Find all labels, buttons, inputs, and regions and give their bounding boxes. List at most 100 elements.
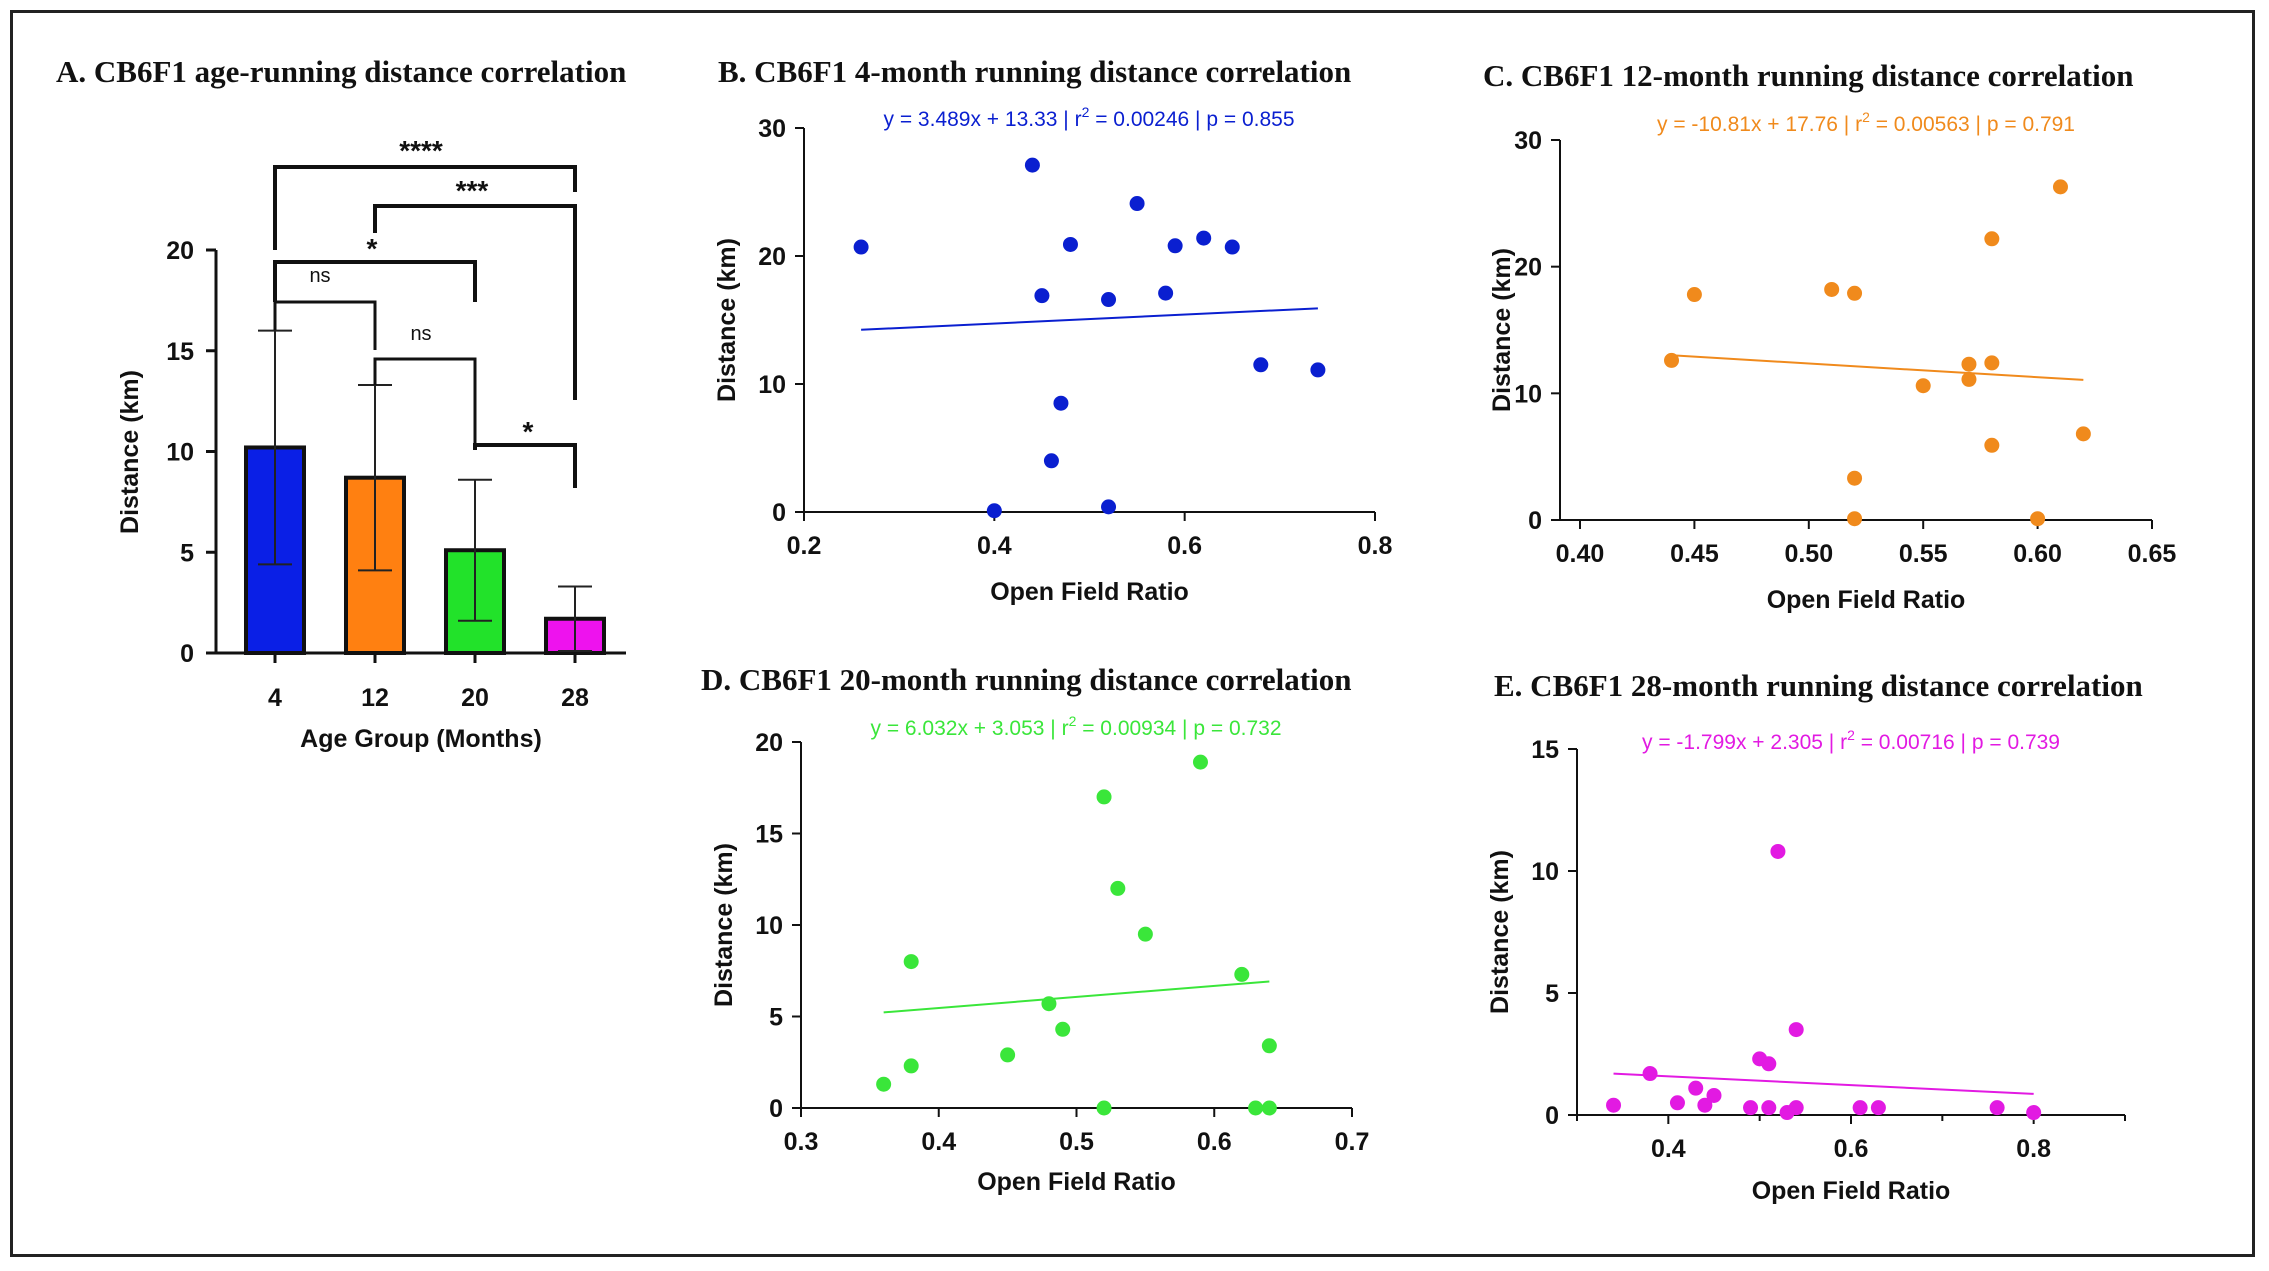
panel-d-regression-line: [883, 980, 1270, 1014]
panel-a-significance-bracket: [273, 300, 377, 350]
panel-d-x-tick-label: 0.5: [1059, 1128, 1094, 1156]
panel-a-significance-bracket: [373, 357, 477, 450]
panel-d-data-point: [1041, 996, 1057, 1012]
panel-b-data-point: [1158, 285, 1174, 301]
panel-d-data-point: [1137, 926, 1153, 942]
panel-d-x-tick-label: 0.7: [1335, 1128, 1370, 1156]
panel-d-y-tick-label: 5: [769, 1004, 783, 1032]
panel-d-data-point: [1192, 754, 1208, 770]
panel-d-data-point: [1000, 1047, 1016, 1063]
panel-d-data-point: [1096, 1100, 1112, 1116]
panel-c-data-point: [2075, 426, 2091, 442]
panel-e-y-tick-label: 10: [1531, 858, 1559, 886]
panel-a-significance-label: *: [367, 233, 378, 264]
panel-c-data-point: [1847, 470, 1863, 486]
panel-d-x-tick-label: 0.4: [921, 1128, 956, 1156]
panel-a-significance-label: ***: [456, 175, 489, 206]
panel-e-y-tick-label: 0: [1545, 1102, 1559, 1130]
panel-e-data-point: [1761, 1100, 1777, 1116]
panel-c-data-point: [1961, 371, 1977, 387]
panel-b-data-point: [986, 503, 1002, 519]
panel-c-data-point: [2030, 511, 2046, 527]
panel-d-y-tick-label: 20: [755, 729, 783, 757]
panel-c-x-tick-label: 0.55: [1899, 540, 1948, 568]
panel-e-data-point: [1606, 1097, 1622, 1113]
panel-b-data-point: [1024, 157, 1040, 173]
panel-d-x-tick-label: 0.3: [784, 1128, 819, 1156]
panel-c-data-point: [1915, 378, 1931, 394]
panel-a-x-tick-label: 4: [268, 684, 282, 712]
panel-e-x-axis-label: Open Field Ratio: [1752, 1177, 1951, 1205]
panel-d-y-axis-label: Distance (km): [710, 843, 738, 1007]
panel-d-data-point: [1096, 789, 1112, 805]
panel-b-y-tick-label: 30: [758, 115, 786, 143]
panel-d-y-tick-label: 0: [769, 1095, 783, 1123]
panel-c-regression-line: [1671, 354, 2084, 381]
panel-b-data-point: [1043, 453, 1059, 469]
panel-b-y-tick-label: 10: [758, 371, 786, 399]
panel-b-x-tick-label: 0.8: [1358, 532, 1393, 560]
panel-e-data-point: [1669, 1095, 1685, 1111]
panel-d-y-tick-label: 15: [755, 821, 783, 849]
panel-b-data-point: [1062, 236, 1078, 252]
panel-c-data-point: [1686, 287, 1702, 303]
panel-b-y-tick-label: 20: [758, 243, 786, 271]
panel-b-x-tick-label: 0.6: [1167, 532, 1202, 560]
panel-c-data-point: [2052, 179, 2068, 195]
panel-b-regression-line: [861, 307, 1318, 331]
panel-e-data-point: [1870, 1100, 1886, 1116]
panel-c-x-tick-label: 0.45: [1670, 540, 1719, 568]
panel-e-y-tick-label: 5: [1545, 980, 1559, 1008]
panel-e-data-point: [1642, 1066, 1658, 1082]
panel-a-x-tick-label: 20: [461, 684, 489, 712]
panel-d-equation: y = 6.032x + 3.053 | r2 = 0.00934 | p = …: [870, 713, 1281, 740]
panel-d-data-point: [1234, 966, 1250, 982]
panel-e-y-axis-label: Distance (km): [1486, 850, 1514, 1014]
panel-b-data-point: [1310, 362, 1326, 378]
panel-d-data-point: [903, 954, 919, 970]
panel-b-equation: y = 3.489x + 13.33 | r2 = 0.00246 | p = …: [883, 104, 1294, 131]
panel-b-data-point: [1034, 288, 1050, 304]
panel-e-x-tick-label: 0.4: [1651, 1135, 1686, 1163]
panel-d-x-axis-label: Open Field Ratio: [977, 1168, 1176, 1196]
panel-b-y-tick-label: 0: [772, 499, 786, 527]
panel-e-data-point: [1743, 1100, 1759, 1116]
panel-d-data-point: [1261, 1100, 1277, 1116]
panel-c-x-tick-label: 0.65: [2128, 540, 2177, 568]
panel-e-x-tick-label: 0.8: [2016, 1135, 2051, 1163]
panel-a-y-tick-label: 5: [180, 539, 194, 567]
panel-d-title: D. CB6F1 20-month running distance corre…: [701, 662, 1351, 697]
panel-d-y-tick-label: 10: [755, 912, 783, 940]
panel-a-y-tick-label: 15: [166, 338, 194, 366]
panel-b-data-point: [1196, 230, 1212, 246]
panel-b-data-point: [1101, 499, 1117, 515]
panel-e-data-point: [1788, 1022, 1804, 1038]
panel-b-y-axis-label: Distance (km): [713, 238, 741, 402]
panel-e-data-point: [1688, 1080, 1704, 1096]
panel-a-significance-label: ns: [410, 323, 431, 345]
panel-d-data-point: [1110, 880, 1126, 896]
panel-c-data-point: [1847, 285, 1863, 301]
panel-b-data-point: [1167, 238, 1183, 254]
panel-c-y-axis-label: Distance (km): [1488, 248, 1516, 412]
panel-e-title: E. CB6F1 28-month running distance corre…: [1494, 668, 2143, 703]
panel-c-x-tick-label: 0.40: [1556, 540, 1605, 568]
panel-a-significance-bracket: [273, 260, 477, 302]
panel-b-title: B. CB6F1 4-month running distance correl…: [718, 54, 1351, 89]
panel-b-data-point: [1253, 357, 1269, 373]
panel-e-data-point: [1852, 1100, 1868, 1116]
panel-a-x-axis-label: Age Group (Months): [300, 725, 542, 753]
panel-a-significance-bracket: [273, 165, 577, 250]
figure-border: [10, 10, 2255, 1257]
panel-a-x-tick-label: 28: [561, 684, 589, 712]
panel-a-significance-bracket: [373, 204, 577, 400]
panel-e-data-point: [1761, 1056, 1777, 1072]
panel-a-x-tick-label: 12: [361, 684, 389, 712]
panel-c-data-point: [1824, 281, 1840, 297]
panel-e-data-point: [1788, 1100, 1804, 1116]
panel-c-x-tick-label: 0.50: [1784, 540, 1833, 568]
panel-b-x-tick-label: 0.4: [977, 532, 1012, 560]
panel-a-y-tick-label: 20: [166, 237, 194, 265]
panel-b-data-point: [1224, 239, 1240, 255]
panel-c-y-tick-label: 20: [1514, 254, 1542, 282]
